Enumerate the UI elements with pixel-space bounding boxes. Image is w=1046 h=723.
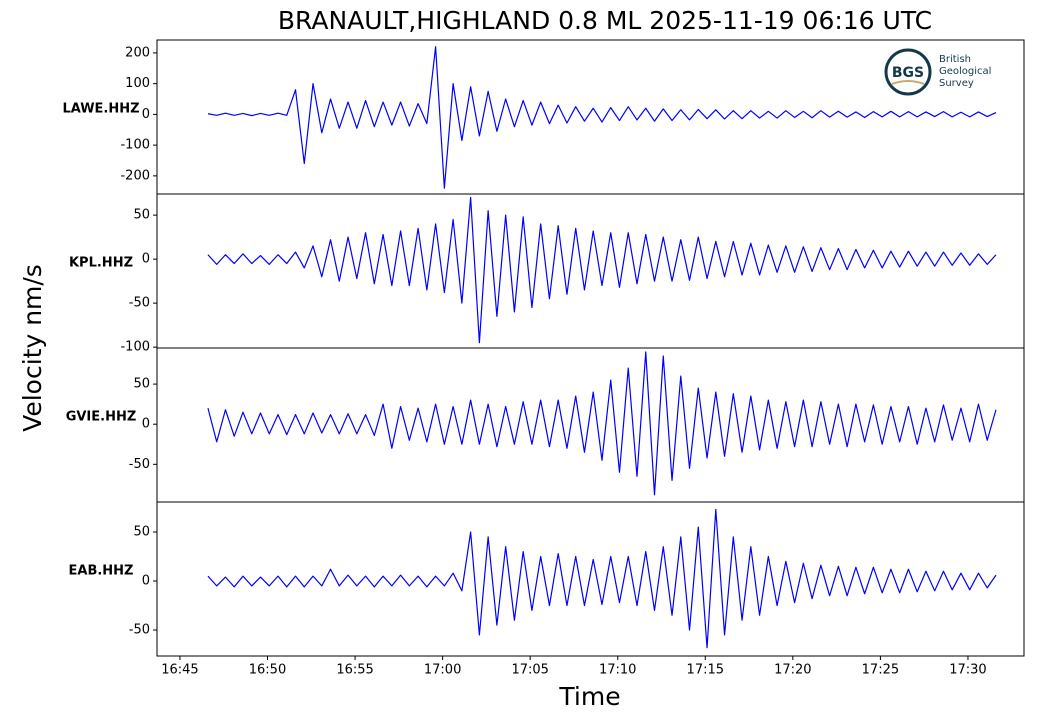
- panel-frame: [156, 347, 1025, 503]
- panel-frame: [156, 193, 1025, 349]
- x-tick-label: 17:25: [862, 663, 899, 678]
- y-tick-label: 0: [142, 574, 150, 589]
- x-tick-label: 16:45: [161, 663, 198, 678]
- y-tick-label: 50: [133, 524, 150, 539]
- y-tick-label: 0: [142, 252, 150, 267]
- panel-frame: [156, 501, 1025, 657]
- y-tick-label: -50: [129, 457, 150, 472]
- y-tick-label: 200: [125, 45, 150, 60]
- x-tick-label: 17:00: [424, 663, 461, 678]
- logo-text: British: [939, 54, 971, 65]
- y-tick-label: 100: [125, 76, 150, 91]
- logo-text: Geological: [939, 66, 991, 77]
- y-tick-label: -50: [129, 296, 150, 311]
- chart-title: BRANAULT,HIGHLAND 0.8 ML 2025-11-19 06:1…: [278, 6, 932, 35]
- station-label: EAB.HHZ: [69, 564, 134, 579]
- y-tick-label: -50: [129, 623, 150, 638]
- trace: [207, 351, 997, 496]
- y-tick-label: 0: [142, 417, 150, 432]
- x-tick-label: 17:05: [511, 663, 548, 678]
- x-tick-label: 16:55: [336, 663, 373, 678]
- x-tick-label: 16:50: [249, 663, 286, 678]
- trace: [207, 508, 997, 649]
- logo-wave: [891, 80, 925, 85]
- y-tick-label: 50: [133, 377, 150, 392]
- x-tick-label: 17:15: [687, 663, 724, 678]
- y-tick-label: -100: [120, 340, 150, 355]
- x-tick-label: 17:20: [774, 663, 811, 678]
- logo-abbr: BGS: [892, 65, 924, 81]
- trace: [207, 196, 997, 344]
- y-axis-label: Velocity nm/s: [18, 264, 47, 432]
- trace: [207, 46, 997, 189]
- y-tick-label: -100: [120, 138, 150, 153]
- y-tick-label: -200: [120, 168, 150, 183]
- station-label: KPL.HHZ: [69, 256, 133, 271]
- logo-text: Survey: [939, 78, 974, 89]
- y-tick-label: 0: [142, 107, 150, 122]
- y-tick-label: 50: [133, 208, 150, 223]
- x-tick-label: 17:30: [949, 663, 986, 678]
- logo: BGS British Geological Survey: [884, 48, 991, 96]
- x-axis-label: Time: [558, 682, 620, 711]
- x-tick-label: 17:10: [599, 663, 636, 678]
- station-label: GVIE.HHZ: [66, 410, 137, 425]
- station-label: LAWE.HHZ: [62, 102, 139, 117]
